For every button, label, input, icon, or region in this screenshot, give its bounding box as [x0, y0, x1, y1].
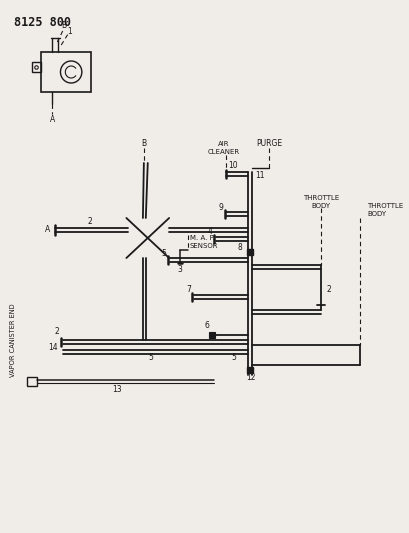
Text: 8125 800: 8125 800 [13, 16, 70, 29]
Text: 11: 11 [254, 171, 264, 180]
Text: 14: 14 [49, 343, 58, 352]
Text: 5: 5 [230, 353, 235, 362]
Text: 2: 2 [54, 327, 58, 336]
Text: 5: 5 [148, 353, 153, 362]
Text: A: A [50, 116, 55, 125]
Text: PURGE: PURGE [256, 139, 282, 148]
Text: 7: 7 [186, 286, 191, 295]
Bar [209, 332, 214, 338]
Text: B: B [61, 20, 67, 29]
Text: 6: 6 [204, 320, 209, 329]
Text: 9: 9 [218, 203, 222, 212]
Text: B: B [141, 139, 146, 148]
Text: 4: 4 [207, 228, 212, 237]
Text: 13: 13 [112, 385, 121, 394]
Text: VAPOR CANISTER END: VAPOR CANISTER END [10, 303, 16, 377]
Text: 10: 10 [228, 160, 238, 169]
Text: THROTTLE
BODY: THROTTLE BODY [366, 204, 403, 216]
Text: 2: 2 [87, 217, 92, 227]
Text: AIR
CLEANER: AIR CLEANER [207, 141, 239, 155]
Text: 3: 3 [177, 264, 182, 273]
Text: 1: 1 [67, 28, 72, 36]
Text: 5: 5 [162, 248, 166, 257]
Text: 12: 12 [245, 374, 255, 383]
Text: 2: 2 [326, 286, 330, 295]
Text: M. A. P.
SENSOR: M. A. P. SENSOR [189, 236, 218, 248]
Text: A: A [45, 224, 50, 233]
Bar [32, 62, 41, 72]
Text: THROTTLE
BODY: THROTTLE BODY [302, 196, 338, 208]
Text: 8: 8 [237, 244, 242, 253]
Bar [27, 377, 37, 386]
Bar [41, 52, 91, 92]
